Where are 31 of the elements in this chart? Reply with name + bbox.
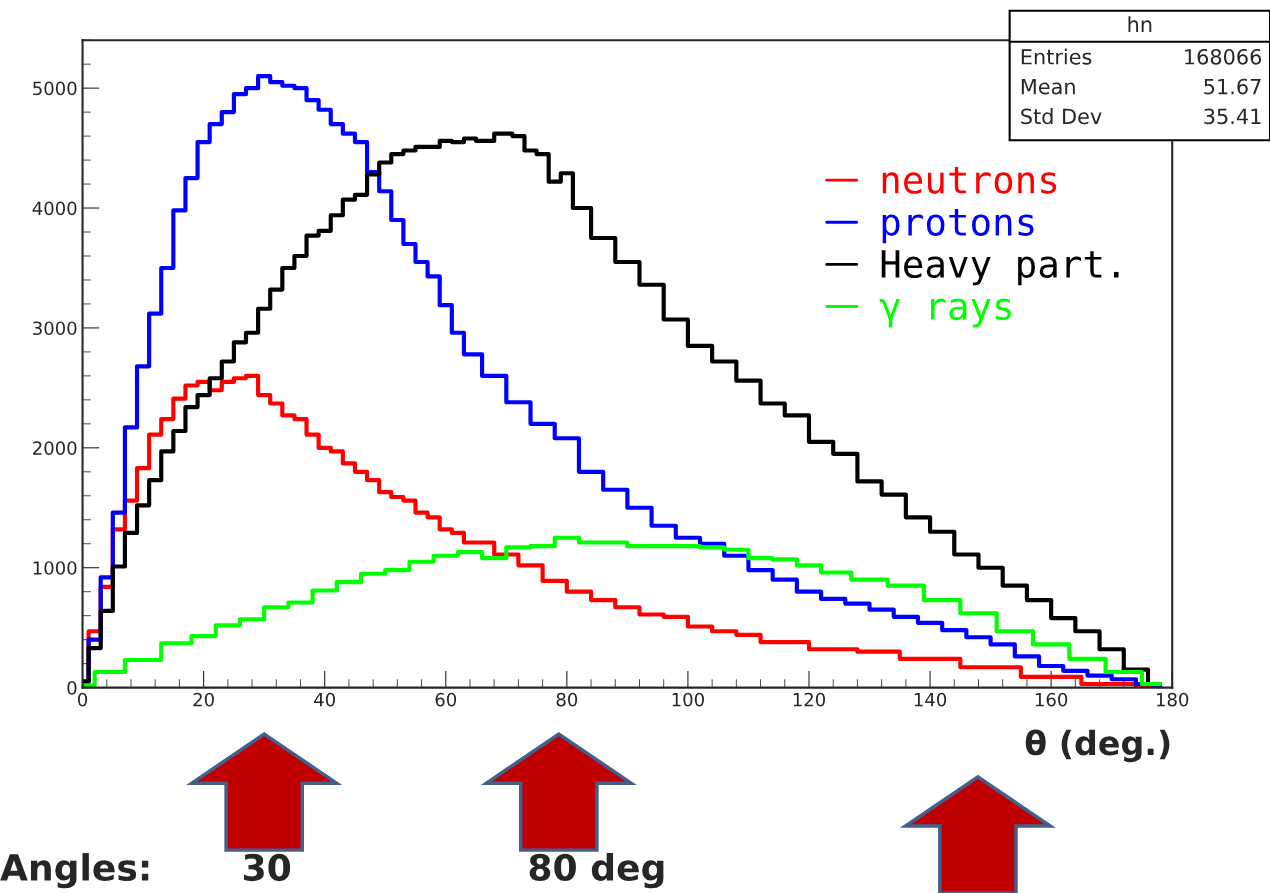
legend-label: protons (882, 209, 1034, 244)
text: 30 (243, 853, 291, 882)
y-tick-label: 1000 (33, 561, 77, 575)
y-tick-label: 5000 (33, 81, 77, 96)
x-axis-title: θ (deg.) (1025, 729, 1170, 763)
y-tick-label: 0 (67, 681, 77, 695)
text: 168066 (1185, 48, 1262, 65)
x-tick-label: 40 (314, 692, 335, 707)
text: 51.67 (1204, 78, 1261, 95)
x-tick-label: 60 (435, 692, 457, 707)
annotation: Mean (1021, 78, 1075, 95)
x-tick-label: 80 (556, 692, 578, 707)
x-tick-label: 140 (914, 692, 947, 707)
legend-label: γ rays (879, 298, 1011, 328)
text: Angles: (0, 853, 149, 889)
x-tick-label: 20 (193, 692, 214, 707)
x-tick-label: 120 (793, 692, 826, 707)
y-tick-label: 2000 (33, 441, 77, 455)
legend-label: Heavy part. (881, 250, 1119, 286)
x-tick-label: 180 (1156, 692, 1189, 707)
y-tick-label: 4000 (32, 201, 77, 216)
x-tick-label: 0 (78, 692, 88, 707)
annotation: Std Dev (1021, 108, 1102, 125)
y-tick-label: 3000 (33, 321, 77, 336)
x-tick-label: 100 (672, 692, 704, 707)
annotation: Entries (1021, 48, 1092, 65)
x-tick-label: 160 (1035, 692, 1068, 707)
text: 35.41 (1204, 108, 1261, 125)
legend-label: neutrons (882, 166, 1057, 194)
text: 80 deg (529, 853, 664, 889)
text: hn (1128, 16, 1152, 32)
